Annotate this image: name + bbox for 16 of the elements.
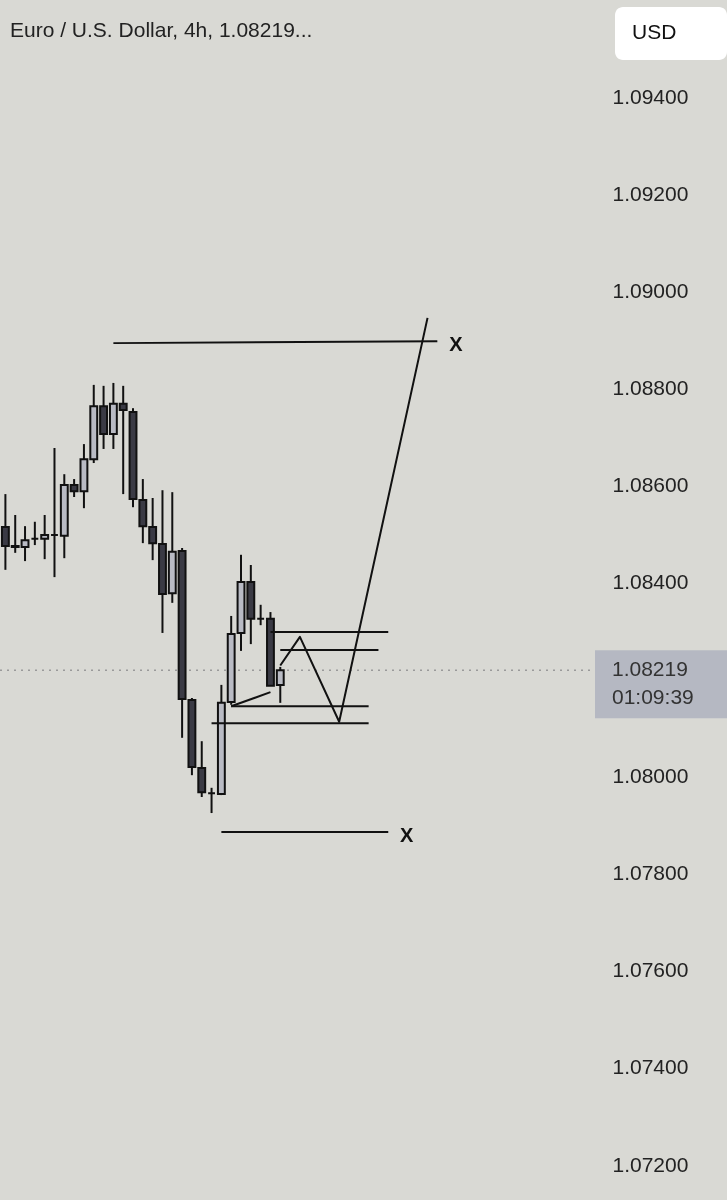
y-tick-label: 1.08600: [612, 472, 689, 496]
y-tick-label: 1.07800: [612, 861, 689, 885]
series-label: X: [449, 333, 464, 356]
y-tick-label: 1.08000: [612, 764, 689, 788]
y-tick-label: 1.09000: [612, 278, 689, 302]
series-label: X: [400, 823, 415, 846]
y-tick-label: 1.07200: [612, 1152, 689, 1176]
y-tick-label: 1.07600: [612, 958, 689, 982]
chart-title: Euro / U.S. Dollar, 4h, 1.08219...: [10, 18, 313, 41]
y-tick-label: 1.08400: [612, 569, 689, 593]
y-tick-label: 1.09400: [612, 84, 689, 108]
y-tick-label: 1.09200: [612, 181, 689, 205]
y-tick-label: 1.08800: [612, 375, 689, 399]
text: USD: [632, 20, 677, 43]
y-tick-label: 1.07400: [612, 1055, 689, 1079]
ref-line-label: 1.08219 01:09:39: [612, 657, 694, 709]
